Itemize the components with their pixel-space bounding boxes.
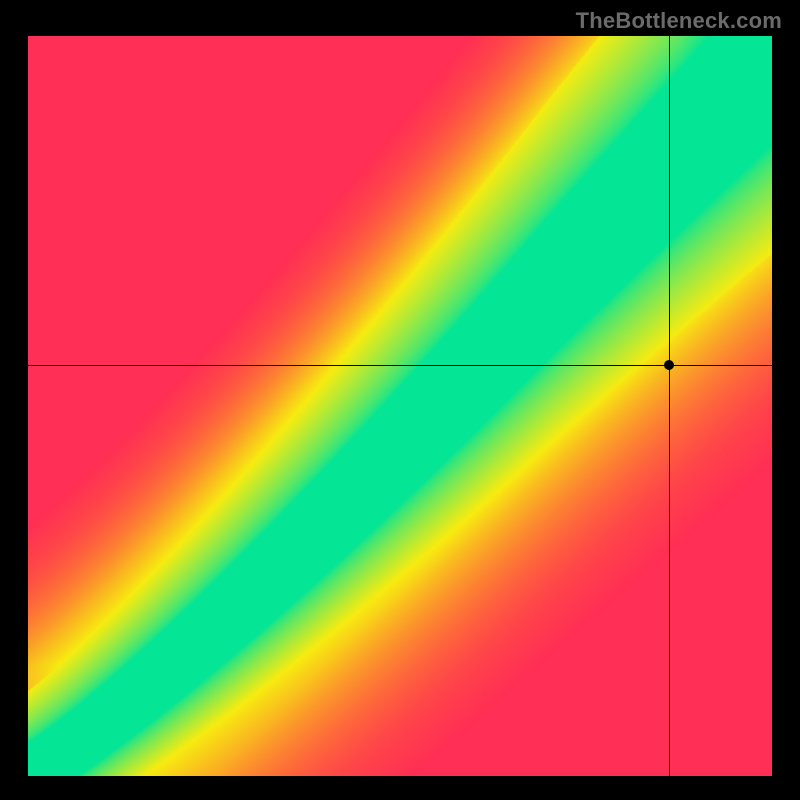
heatmap-canvas: [28, 36, 772, 776]
chart-container: TheBottleneck.com: [0, 0, 800, 800]
heatmap-plot-area: [28, 36, 772, 776]
watermark-text: TheBottleneck.com: [576, 8, 782, 34]
